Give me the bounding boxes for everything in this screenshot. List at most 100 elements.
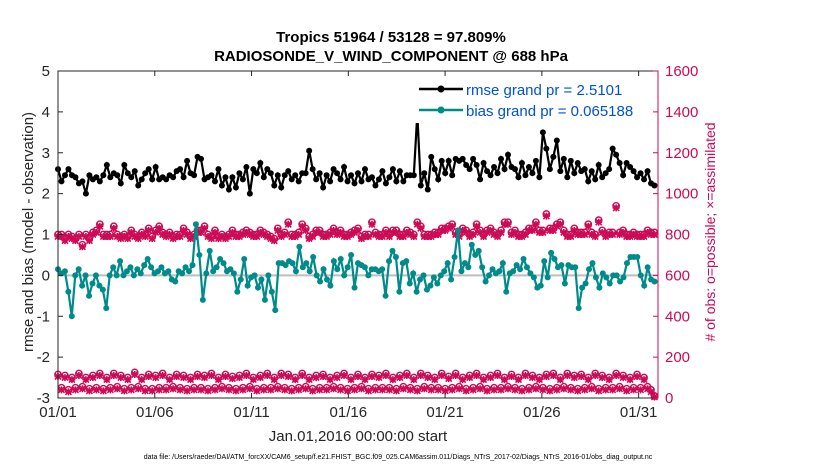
rmse-point	[428, 153, 435, 160]
obs-count-low-assimilated-marker	[253, 387, 261, 395]
obs-count-low-assimilated-marker	[78, 385, 86, 393]
bias-point	[620, 274, 627, 281]
obs-count-assimilated-marker	[221, 235, 230, 243]
rmse-point	[61, 172, 68, 179]
obs-count-assimilated-marker	[305, 235, 313, 243]
obs-count-low-assimilated-marker	[235, 373, 243, 382]
legend: rmse grand pr = 2.5101 bias grand pr = 0…	[414, 77, 653, 123]
x-tick-label: 01/01	[39, 404, 77, 421]
obs-count-low-assimilated-marker	[445, 375, 453, 383]
bias-point	[296, 243, 303, 250]
rmse-point	[239, 176, 246, 183]
obs-count-low-assimilated-marker	[186, 376, 195, 384]
bias-point	[596, 284, 603, 291]
rmse-point	[271, 182, 278, 189]
rmse-point	[222, 174, 229, 181]
rmse-point	[135, 182, 142, 189]
rmse-point	[79, 178, 86, 185]
obs-count-assimilated-marker	[378, 232, 386, 241]
obs-count-low-assimilated-marker	[602, 386, 610, 394]
obs-count-assimilated-marker	[521, 230, 530, 239]
bias-point	[141, 262, 148, 269]
bias-point	[537, 282, 544, 289]
rmse-point	[431, 166, 438, 173]
obs-count-assimilated-marker	[155, 224, 163, 232]
rmse-point	[389, 166, 396, 173]
rmse-point	[525, 164, 532, 171]
bias-point	[392, 253, 399, 260]
obs-count-low-assimilated-marker	[200, 373, 209, 382]
data-file-footnote: data file: /Users/raeder/DAI/ATM_forcXX/…	[144, 454, 653, 461]
obs-count-low-assimilated-marker	[542, 372, 550, 381]
bias-point	[541, 258, 548, 265]
obs-count-assimilated-marker	[110, 224, 118, 232]
obs-count-assimilated-marker	[504, 220, 512, 228]
obs-count-low-assimilated-marker	[298, 371, 306, 380]
obs-count-low-assimilated-marker	[399, 385, 407, 393]
obs-count-low-assimilated-marker	[354, 372, 362, 381]
obs-count-assimilated-marker	[131, 232, 139, 241]
rmse-point	[372, 182, 379, 189]
obs-count-assimilated-marker	[256, 228, 264, 237]
rmse-point	[515, 174, 522, 181]
bias-point	[468, 241, 475, 248]
rmse-point	[96, 178, 103, 185]
obs-count-low-assimilated-marker	[549, 371, 557, 380]
obs-count-low-assimilated-marker	[326, 376, 334, 384]
bias-point	[461, 260, 468, 267]
obs-count-low-assimilated-marker	[166, 376, 174, 384]
obs-count-low-assimilated-marker	[138, 376, 146, 384]
obs-count-low-assimilated-marker	[99, 387, 107, 395]
bias-point	[361, 264, 368, 271]
obs-count-assimilated-marker	[106, 232, 114, 241]
rmse-point	[599, 174, 606, 181]
obs-count-low-assimilated-marker	[619, 373, 627, 382]
rmse-point	[191, 172, 198, 179]
obs-count-assimilated-marker	[239, 230, 247, 239]
bias-point	[65, 288, 72, 295]
obs-count-low-assimilated-marker	[636, 386, 645, 394]
obs-count-low-assimilated-marker	[361, 376, 369, 384]
bias-point	[237, 276, 244, 283]
rmse-point	[571, 170, 578, 177]
bias-point	[341, 272, 348, 279]
rmse-point	[627, 164, 634, 171]
bias-point	[323, 276, 330, 283]
bias-point	[292, 268, 299, 275]
bias-point	[327, 282, 334, 289]
rmse-point	[501, 166, 508, 173]
rmse-point	[567, 157, 574, 164]
bias-point	[589, 260, 596, 267]
bias-point	[155, 268, 161, 275]
rmse-point	[463, 162, 470, 169]
bias-point	[103, 305, 110, 312]
bias-point	[192, 221, 199, 228]
bias-point	[579, 284, 586, 291]
obs-count-assimilated-marker	[134, 235, 142, 243]
obs-count-assimilated-marker	[166, 230, 174, 239]
obs-count-low-assimilated-marker	[85, 387, 93, 395]
rmse-point	[124, 170, 131, 177]
obs-count-assimilated-marker	[180, 226, 188, 234]
obs-count-low-assimilated-marker	[605, 376, 613, 384]
obs-count-assimilated-marker	[392, 228, 400, 237]
obs-count-low-assimilated-marker	[312, 373, 320, 382]
bias-point	[272, 307, 279, 314]
rmse-point	[225, 186, 232, 193]
obs-count-assimilated-marker	[270, 237, 278, 245]
obs-count-low-assimilated-marker	[640, 376, 648, 384]
rmse-point	[466, 166, 473, 173]
obs-count-assimilated-marker	[643, 228, 652, 237]
rmse-point	[536, 174, 543, 181]
obs-count-low-assimilated-marker	[626, 376, 634, 384]
bias-point	[144, 256, 151, 263]
obs-count-low-assimilated-marker	[490, 386, 498, 394]
obs-count-low-assimilated-marker	[525, 386, 533, 394]
obs-count-low-assimilated-marker	[82, 376, 90, 384]
bias-point	[227, 266, 234, 273]
rmse-point	[121, 162, 128, 169]
obs-count-low-assimilated-marker	[553, 386, 561, 394]
obs-count-low-assimilated-marker	[535, 376, 543, 384]
obs-count-low-assimilated-marker	[173, 372, 181, 381]
bias-point	[120, 272, 127, 279]
